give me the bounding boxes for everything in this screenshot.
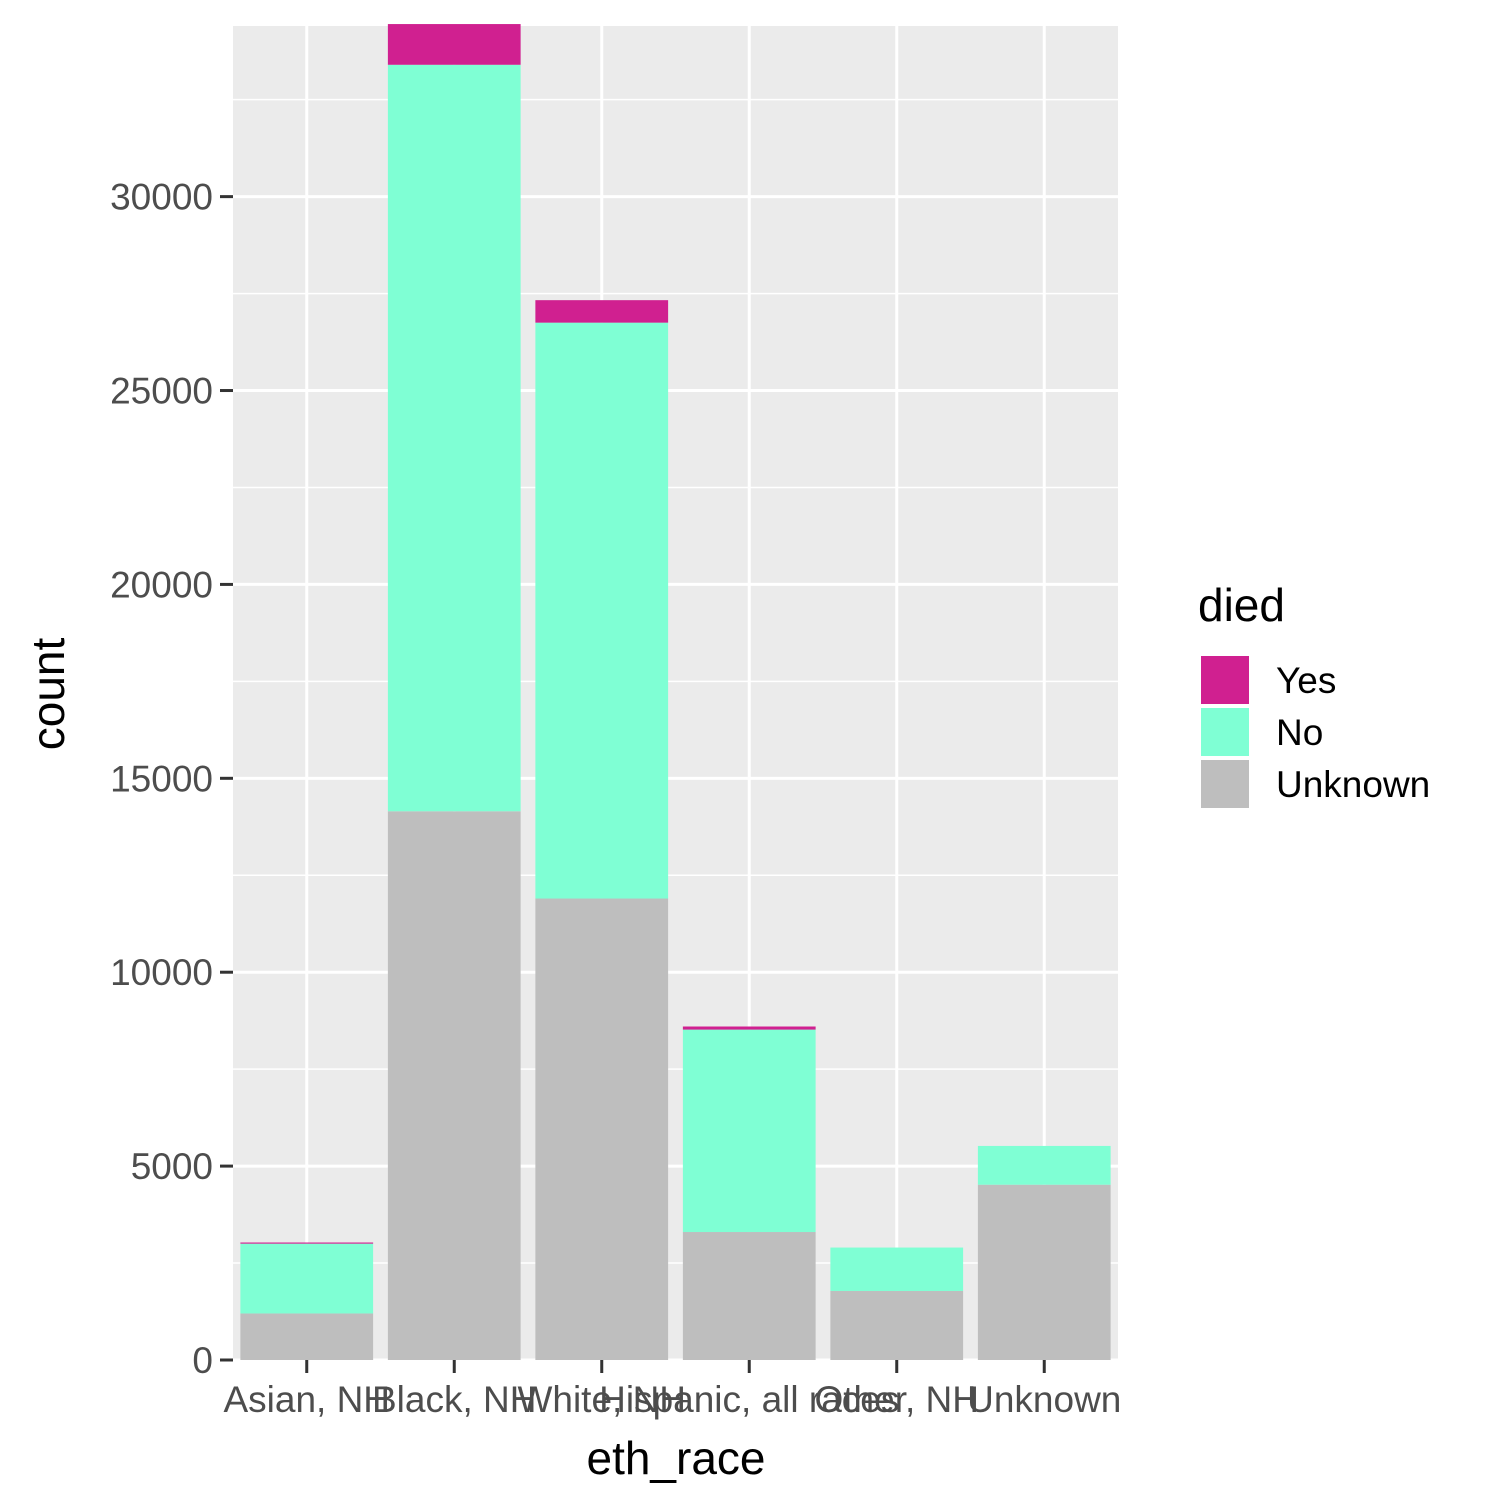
bar-segment-yes <box>682 1026 816 1030</box>
bar-segment-unknown <box>240 1313 374 1360</box>
legend-label-no: No <box>1276 712 1323 753</box>
bar-segment-yes <box>240 1242 374 1244</box>
y-tick-label: 5000 <box>131 1146 213 1187</box>
x-tick-label: Asian, NH <box>223 1379 390 1420</box>
bar-segment-yes <box>535 300 669 323</box>
x-tick-label: Black, NH <box>372 1379 536 1420</box>
legend-label-unknown: Unknown <box>1276 764 1430 805</box>
y-tick-label: 0 <box>192 1340 213 1381</box>
y-tick-label: 20000 <box>110 564 213 605</box>
bar-segment-no <box>240 1243 374 1314</box>
y-axis-title: count <box>22 638 74 751</box>
x-tick-label: White, NH <box>517 1379 686 1420</box>
y-tick-label: 10000 <box>110 952 213 993</box>
y-axis: 0 5000 10000 15000 20000 25000 30000 <box>110 177 233 1381</box>
legend-label-yes: Yes <box>1276 660 1336 701</box>
bar-segment-no <box>387 64 521 812</box>
bar-segment-yes <box>387 24 521 65</box>
bar-segment-unknown <box>387 811 521 1360</box>
bar-segment-no <box>682 1029 816 1233</box>
x-tick-label: Unknown <box>967 1379 1121 1420</box>
legend-key-unknown <box>1199 758 1251 810</box>
x-tick-label: Other, NH <box>815 1379 980 1420</box>
bar-segment-unknown <box>830 1290 964 1360</box>
legend: died Yes No Unknown <box>1198 579 1430 810</box>
x-axis-title: eth_race <box>586 1432 765 1484</box>
y-tick-label: 15000 <box>110 758 213 799</box>
bar-segment-no <box>535 322 669 899</box>
bar-segment-unknown <box>535 898 669 1360</box>
legend-key-yes <box>1199 654 1251 706</box>
x-tick-label: Hispanic, all races <box>599 1379 899 1420</box>
bars <box>240 24 1111 1360</box>
y-tick-label: 30000 <box>110 177 213 218</box>
plot-panel <box>233 26 1118 1360</box>
bar-segment-no <box>830 1247 964 1291</box>
legend-title: died <box>1198 579 1285 631</box>
legend-key-no <box>1199 706 1251 758</box>
bar-segment-unknown <box>682 1232 816 1360</box>
minor-gridlines <box>233 98 1118 1264</box>
bar-segment-no <box>977 1145 1111 1185</box>
y-tick-label: 25000 <box>110 371 213 412</box>
bar-segment-unknown <box>977 1184 1111 1360</box>
